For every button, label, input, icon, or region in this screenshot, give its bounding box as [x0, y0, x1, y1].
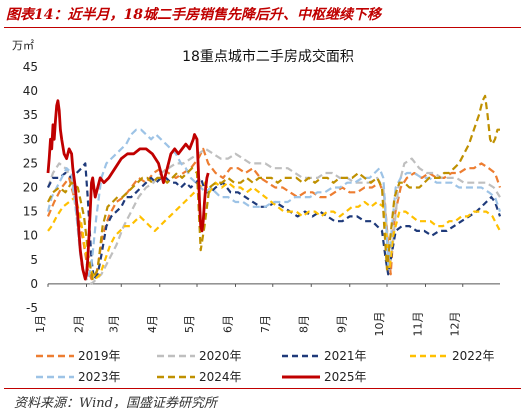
series-line-2021年 — [47, 162, 502, 281]
legend-label: 2024年 — [199, 370, 242, 384]
y-tick-label: 0 — [30, 277, 38, 291]
x-tick-label: 1月 — [34, 315, 47, 333]
y-tick-label: 10 — [23, 229, 38, 243]
x-tick-label: 9月 — [336, 315, 349, 333]
legend-label: 2022年 — [452, 349, 495, 363]
legend-label: 2019年 — [78, 349, 121, 363]
y-axis: -5 0 5 10 15 20 25 30 35 40 45 — [23, 60, 38, 315]
y-tick-label: 25 — [23, 156, 38, 170]
x-tick-label: 6月 — [222, 315, 235, 333]
footer-rule — [4, 388, 521, 389]
legend-label: 2025年 — [324, 370, 367, 384]
y-tick-label: 15 — [23, 205, 38, 219]
y-tick-label: 30 — [23, 132, 38, 146]
series-group — [46, 94, 502, 285]
x-tick-label: 12月 — [449, 312, 462, 337]
legend: 2019年 2020年 2021年 2022年 2023年 2024年 2025年 — [36, 349, 495, 384]
x-axis: 1月 2月 3月 4月 5月 6月 7月 8月 9月 10月 11月 12月 — [34, 283, 500, 337]
y-tick-label: -5 — [26, 301, 38, 315]
y-tick-label: 40 — [23, 84, 38, 98]
y-tick-label: 35 — [23, 108, 38, 122]
legend-label: 2020年 — [199, 349, 242, 363]
legend-label: 2023年 — [78, 370, 121, 384]
x-tick-label: 10月 — [373, 312, 386, 337]
legend-label: 2021年 — [324, 349, 367, 363]
chart-title: 18重点城市二手房成交面积 — [182, 48, 354, 65]
series-line-2024年 — [47, 94, 500, 281]
x-tick-label: 11月 — [411, 312, 424, 337]
figure-title: 图表14：近半月，18城二手房销售先降后升、中枢继续下移 — [6, 7, 381, 23]
y-unit-label: 万㎡ — [12, 39, 34, 52]
series-line-2025年 — [46, 99, 210, 281]
x-tick-label: 4月 — [146, 315, 159, 333]
x-tick-label: 2月 — [72, 315, 85, 333]
x-tick-label: 5月 — [183, 315, 196, 333]
x-tick-label: 8月 — [297, 315, 310, 333]
x-tick-label: 3月 — [107, 315, 120, 333]
y-tick-label: 20 — [23, 181, 38, 195]
y-tick-label: 45 — [23, 60, 38, 74]
y-tick-label: 5 — [30, 253, 38, 267]
series-line-2023年 — [46, 128, 502, 281]
series-line-2019年 — [46, 147, 502, 281]
series-line-2020年 — [46, 147, 501, 285]
x-tick-label: 7月 — [259, 315, 272, 333]
series-line-2022年 — [47, 181, 501, 281]
figure-header: 图表14：近半月，18城二手房销售先降后升、中枢继续下移 — [4, 3, 521, 28]
header-rule — [4, 27, 521, 28]
source-note: 资料来源：Wind，国盛证券研究所 — [14, 396, 217, 411]
